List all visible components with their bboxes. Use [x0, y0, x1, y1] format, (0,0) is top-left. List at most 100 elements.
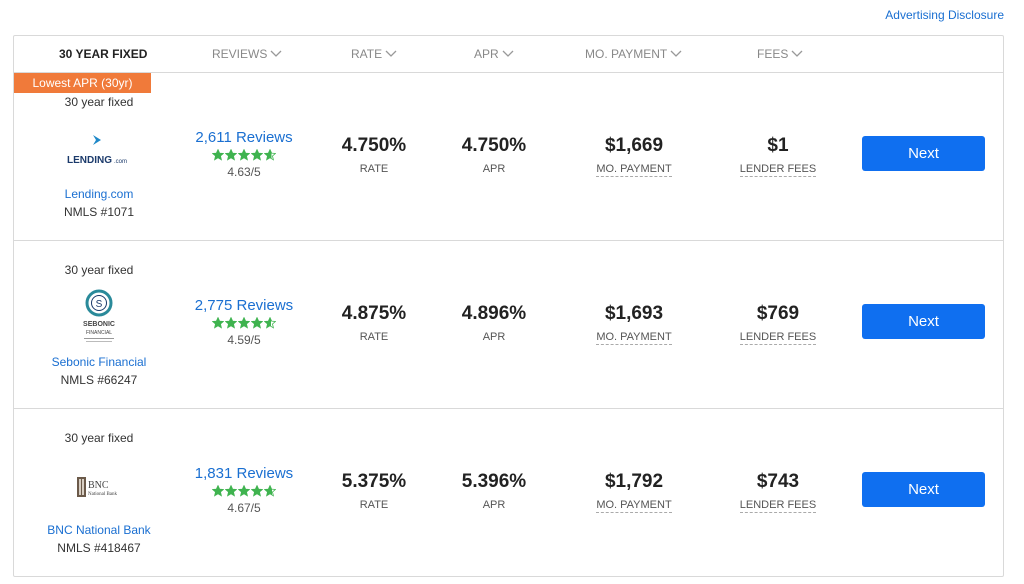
lender-name-link[interactable]: Sebonic Financial: [51, 355, 147, 369]
apr-cell: 5.396% APR: [434, 471, 554, 513]
payment-cell: $1,792 MO. PAYMENT: [574, 471, 694, 513]
rate-label: RATE: [359, 331, 389, 343]
rating-value: 4.63/5: [227, 165, 261, 179]
table-row: Lowest APR (30yr) 30 year fixed LENDING …: [14, 73, 1003, 241]
header-payment-sort[interactable]: MO. PAYMENT: [585, 47, 682, 61]
rating-value: 4.67/5: [227, 501, 261, 515]
star-partial-icon: [264, 317, 276, 329]
fees-cell: $769 LENDER FEES: [718, 303, 838, 345]
svg-text:SEBONIC: SEBONIC: [83, 321, 115, 328]
payment-value: $1,669: [604, 135, 664, 156]
lowest-apr-badge: Lowest APR (30yr): [14, 73, 151, 93]
reviews-link[interactable]: 1,831 Reviews: [194, 465, 294, 482]
star-full-icon: [238, 317, 250, 329]
header-apr-sort[interactable]: APR: [474, 47, 514, 61]
apr-value: 5.396%: [461, 471, 527, 492]
rate-cell: 5.375% RATE: [314, 471, 434, 513]
apr-label: APR: [482, 499, 506, 511]
header-rate-label: RATE: [351, 47, 383, 61]
star-rating: [184, 485, 304, 497]
reviews-link[interactable]: 2,775 Reviews: [194, 297, 294, 314]
table-row: 30 year fixed BNC National Bank BNC Nati…: [14, 409, 1003, 577]
rate-value: 5.375%: [341, 471, 407, 492]
svg-text:FINANCIAL: FINANCIAL: [86, 330, 112, 336]
header-reviews-label: REVIEWS: [212, 47, 268, 61]
apr-label: APR: [482, 331, 506, 343]
rate-value: 4.750%: [341, 135, 407, 156]
apr-value: 4.750%: [461, 135, 527, 156]
star-partial-icon: [264, 149, 276, 161]
rate-cell: 4.875% RATE: [314, 303, 434, 345]
payment-label-tooltip[interactable]: MO. PAYMENT: [596, 331, 672, 345]
svg-text:BNC: BNC: [88, 480, 109, 491]
chevron-down-icon: [270, 50, 282, 57]
star-full-icon: [238, 485, 250, 497]
advertising-disclosure-link[interactable]: Advertising Disclosure: [885, 8, 1004, 22]
fees-label-tooltip[interactable]: LENDER FEES: [739, 331, 817, 345]
fees-value: $1: [767, 135, 789, 156]
apr-cell: 4.896% APR: [434, 303, 554, 345]
table-row: 30 year fixed S SEBONIC FINANCIAL Seboni…: [14, 241, 1003, 409]
rate-label: RATE: [359, 163, 389, 175]
chevron-down-icon: [502, 50, 514, 57]
rate-value: 4.875%: [341, 303, 407, 324]
nmls-number: NMLS #66247: [60, 373, 138, 387]
fees-label-tooltip[interactable]: LENDER FEES: [739, 163, 817, 177]
lender-name-link[interactable]: BNC National Bank: [47, 523, 151, 537]
star-full-icon: [225, 485, 237, 497]
header-apr-label: APR: [474, 47, 499, 61]
header-rate-sort[interactable]: RATE: [351, 47, 397, 61]
rate-cell: 4.750% RATE: [314, 135, 434, 177]
rating-value: 4.59/5: [227, 333, 261, 347]
fees-cell: $743 LENDER FEES: [718, 471, 838, 513]
lending-com-logo: LENDING .com: [64, 121, 134, 181]
star-full-icon: [251, 317, 263, 329]
apr-cell: 4.750% APR: [434, 135, 554, 177]
chevron-down-icon: [385, 50, 397, 57]
apr-value: 4.896%: [461, 303, 527, 324]
reviews-link[interactable]: 2,611 Reviews: [195, 129, 293, 146]
payment-value: $1,792: [604, 471, 664, 492]
loan-term: 30 year fixed: [64, 95, 134, 109]
payment-cell: $1,669 MO. PAYMENT: [574, 135, 694, 177]
star-full-icon: [225, 149, 237, 161]
rate-label: RATE: [359, 499, 389, 511]
payment-label-tooltip[interactable]: MO. PAYMENT: [596, 499, 672, 513]
reviews-block: 2,611 Reviews 4.63/5: [184, 129, 304, 179]
svg-text:S: S: [96, 299, 103, 310]
header-fees-sort[interactable]: FEES: [757, 47, 803, 61]
next-button[interactable]: Next: [862, 472, 985, 507]
payment-cell: $1,693 MO. PAYMENT: [574, 303, 694, 345]
fees-value: $769: [756, 303, 800, 324]
fees-cell: $1 LENDER FEES: [718, 135, 838, 177]
star-full-icon: [251, 485, 263, 497]
star-full-icon: [251, 149, 263, 161]
next-button[interactable]: Next: [862, 136, 985, 171]
payment-value: $1,693: [604, 303, 664, 324]
star-rating: [184, 149, 304, 161]
nmls-number: NMLS #418467: [57, 541, 141, 555]
loan-term: 30 year fixed: [64, 431, 134, 445]
reviews-block: 1,831 Reviews 4.67/5: [184, 465, 304, 515]
header-term: 30 YEAR FIXED: [59, 47, 148, 61]
table-header: 30 YEAR FIXED REVIEWS RATE APR MO. PAYME…: [14, 36, 1003, 73]
chevron-down-icon: [670, 50, 682, 57]
star-rating: [184, 317, 304, 329]
star-full-icon: [212, 317, 224, 329]
apr-label: APR: [482, 163, 506, 175]
star-full-icon: [212, 149, 224, 161]
chevron-down-icon: [791, 50, 803, 57]
header-payment-label: MO. PAYMENT: [585, 47, 668, 61]
header-reviews-sort[interactable]: REVIEWS: [212, 47, 282, 61]
svg-text:LENDING: LENDING: [67, 155, 112, 166]
star-full-icon: [212, 485, 224, 497]
lender-name-link[interactable]: Lending.com: [64, 187, 134, 201]
nmls-number: NMLS #1071: [63, 205, 135, 219]
payment-label-tooltip[interactable]: MO. PAYMENT: [596, 163, 672, 177]
star-full-icon: [225, 317, 237, 329]
svg-text:National Bank: National Bank: [88, 492, 118, 497]
fees-label-tooltip[interactable]: LENDER FEES: [739, 499, 817, 513]
svg-text:.com: .com: [114, 159, 127, 165]
reviews-block: 2,775 Reviews 4.59/5: [184, 297, 304, 347]
next-button[interactable]: Next: [862, 304, 985, 339]
